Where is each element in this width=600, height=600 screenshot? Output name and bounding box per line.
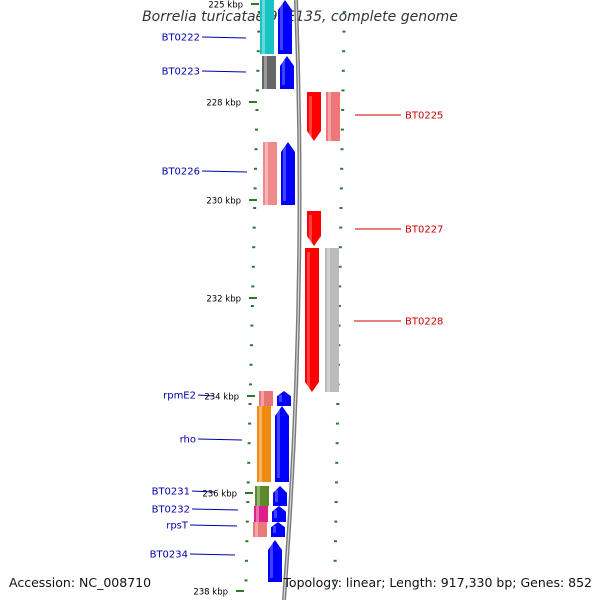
gene-label[interactable]: rpmE2 [163, 391, 196, 402]
gene-label[interactable]: BT0227 [405, 225, 443, 236]
reverse-strand-arrow[interactable] [307, 211, 321, 246]
gene-bt0232[interactable]: BT0232 [152, 505, 286, 523]
forward-strand-arrow[interactable] [272, 506, 286, 522]
gene-color-band [263, 142, 277, 205]
gene-color-band [259, 391, 273, 406]
genome-axis-highlight [283, 0, 301, 600]
gene-label[interactable]: BT0232 [152, 505, 190, 516]
gene-color-band [262, 56, 276, 89]
tick-label: 225 kbp [208, 1, 243, 11]
gene-color-band [257, 406, 271, 482]
tick-label: 228 kbp [206, 99, 241, 109]
gene-leader-line [201, 170, 248, 173]
tick-label: 234 kbp [204, 393, 239, 403]
gene-leader-line [197, 394, 215, 397]
gene-leader-line [197, 438, 243, 441]
gene-label[interactable]: BT0223 [162, 67, 200, 78]
gene-leader-line [189, 553, 236, 556]
gene-leader-line [189, 524, 238, 527]
gene-leader-line [191, 490, 215, 493]
gene-label[interactable]: BT0226 [162, 167, 200, 178]
forward-strand-arrow[interactable] [268, 540, 282, 582]
gene-rpme2[interactable]: rpmE2 [163, 391, 291, 407]
forward-strand-arrow[interactable] [277, 391, 291, 406]
gene-bt0226[interactable]: BT0226 [162, 142, 295, 205]
tick-label: 230 kbp [206, 197, 241, 207]
gene-bt0227[interactable]: BT0227 [307, 211, 443, 246]
reverse-strand-arrow[interactable] [305, 248, 319, 392]
tick-label: 236 kbp [202, 490, 237, 500]
gene-leader-line [191, 508, 239, 511]
gene-bt0225[interactable]: BT0225 [307, 92, 443, 141]
reverse-strand-arrow[interactable] [307, 92, 321, 141]
topology-text: Topology: linear; Length: 917,330 bp; Ge… [283, 575, 592, 590]
forward-strand-arrow[interactable] [281, 142, 295, 205]
gene-rho[interactable]: rho [180, 406, 289, 482]
gene-label[interactable]: BT0231 [152, 487, 190, 498]
genome-title: Borrelia turicatae 91E135, complete geno… [142, 9, 458, 25]
gene-label[interactable]: BT0225 [405, 111, 443, 122]
gene-color-band [326, 92, 340, 141]
gene-label[interactable]: rho [180, 435, 196, 446]
gene-rpst[interactable]: rpsT [166, 521, 285, 538]
gene-bt0223[interactable]: BT0223 [162, 56, 294, 89]
gene-leader-line [201, 70, 247, 73]
gene-bt0234[interactable]: BT0234 [150, 540, 282, 582]
gene-bt0228[interactable]: BT0228 [305, 248, 443, 392]
forward-strand-arrow[interactable] [273, 486, 287, 506]
tick-label: 232 kbp [206, 295, 241, 305]
gene-color-band [254, 506, 268, 522]
forward-strand-arrow[interactable] [271, 522, 285, 537]
tick-label: 238 kbp [193, 588, 228, 598]
gene-label[interactable]: rpsT [166, 521, 189, 532]
genome-axis [282, 0, 302, 600]
gene-color-band [255, 486, 269, 506]
gene-color-band [325, 248, 339, 392]
forward-strand-arrow[interactable] [278, 0, 292, 54]
accession-text: Accession: NC_008710 [9, 575, 152, 590]
gene-color-band [253, 522, 267, 537]
gene-label[interactable]: BT0222 [162, 33, 200, 44]
gene-bt0222[interactable]: BT0222 [162, 0, 292, 54]
forward-strand-arrow[interactable] [275, 406, 289, 482]
gene-color-band [260, 0, 274, 54]
gene-leader-line [201, 36, 247, 39]
gene-label[interactable]: BT0234 [150, 550, 188, 561]
ladder-dots [244, 11, 346, 582]
gene-label[interactable]: BT0228 [405, 317, 443, 328]
gene-bt0231[interactable]: BT0231 [152, 486, 287, 506]
forward-strand-arrow[interactable] [280, 56, 294, 89]
